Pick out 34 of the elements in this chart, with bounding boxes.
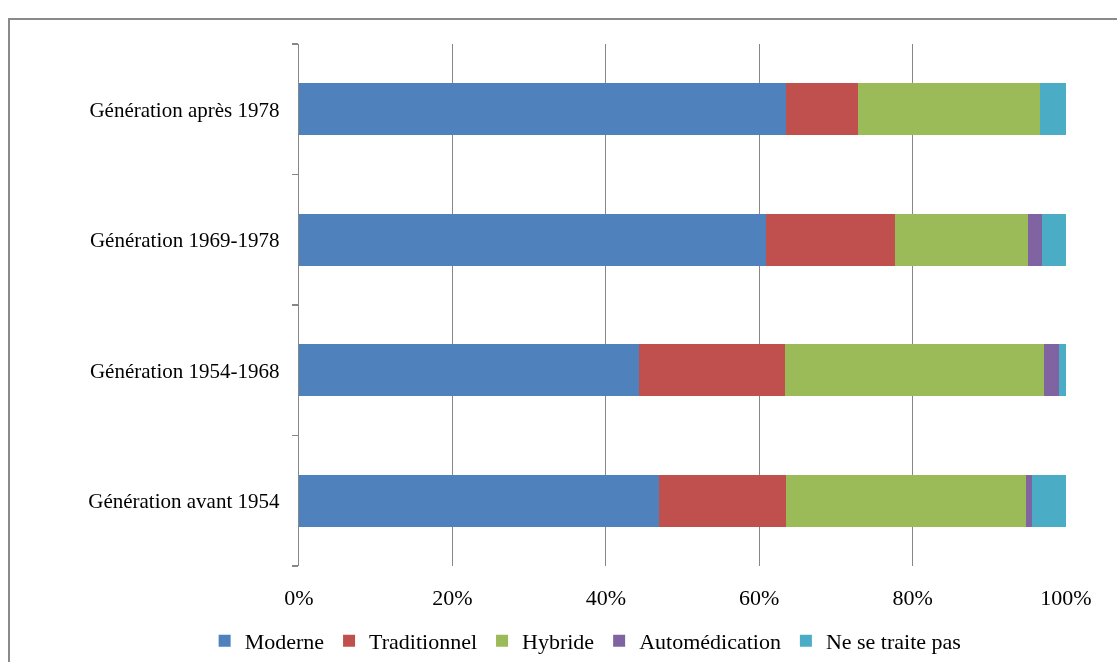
x-tick-label: 0%	[284, 585, 314, 610]
legend-label: Automédication	[639, 629, 781, 655]
x-tick-label: 60%	[739, 585, 780, 610]
legend-label: Hybride	[522, 629, 595, 655]
legend-label: Ne se traite pas	[825, 629, 961, 655]
bar	[299, 213, 767, 266]
bar	[659, 474, 787, 527]
x-tick-label: 20%	[432, 585, 473, 610]
x-tick-label: 40%	[585, 585, 626, 610]
bar	[766, 213, 895, 266]
x-tick-label: 100%	[1040, 585, 1092, 610]
bar	[299, 474, 660, 527]
bar	[1026, 474, 1033, 527]
bar	[786, 474, 1027, 527]
x-tick-label: 80%	[892, 585, 933, 610]
y-tick-label: Génération 1954-1968	[89, 358, 280, 383]
bar	[1039, 83, 1066, 136]
legend-label: Traditionnel	[369, 629, 478, 655]
bar	[1032, 474, 1066, 527]
bar	[299, 83, 787, 136]
y-tick-label: Génération 1969-1978	[89, 228, 280, 253]
bar	[894, 213, 1028, 266]
bar	[1042, 213, 1066, 266]
bar	[1059, 344, 1066, 397]
y-tick-label: Génération avant 1954	[88, 489, 280, 514]
bar	[299, 344, 639, 397]
bar	[1027, 213, 1043, 266]
bar	[785, 344, 1044, 397]
bar	[1043, 344, 1060, 397]
bar	[638, 344, 786, 397]
y-tick-label: Génération après 1978	[89, 97, 280, 122]
bar	[858, 83, 1040, 136]
legend-label: Moderne	[244, 629, 325, 655]
bar	[786, 83, 859, 136]
